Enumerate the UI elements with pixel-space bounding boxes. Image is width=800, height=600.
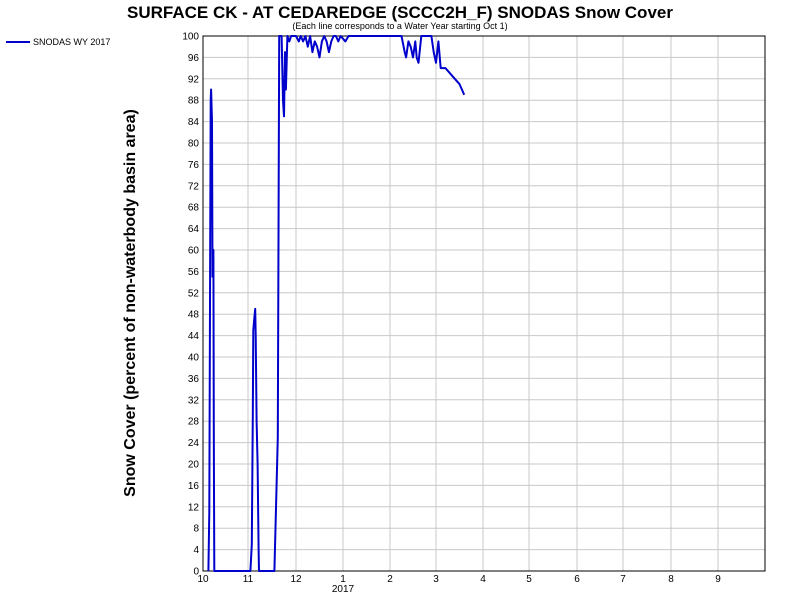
x-year-label: 2017	[332, 584, 355, 595]
x-tick-label: 9	[715, 574, 721, 585]
x-tick-label: 1	[340, 574, 346, 585]
y-tick-label: 24	[188, 438, 200, 449]
y-tick-label: 84	[188, 117, 200, 128]
y-tick-label: 4	[193, 545, 199, 556]
chart-subtitle: (Each line corresponds to a Water Year s…	[292, 21, 507, 31]
y-tick-label: 16	[188, 481, 200, 492]
y-tick-label: 56	[188, 267, 200, 278]
x-tick-label: 2	[387, 574, 393, 585]
x-tick-label: 4	[480, 574, 486, 585]
y-tick-label: 36	[188, 374, 200, 385]
y-tick-label: 100	[182, 32, 199, 43]
y-axis-label: Snow Cover (percent of non-waterbody bas…	[122, 109, 139, 497]
y-tick-label: 20	[188, 460, 200, 471]
x-tick-label: 12	[290, 574, 302, 585]
x-tick-labels: 10 11 12 1 2 3 4 5 6 7 8 9	[197, 574, 721, 585]
y-tick-label: 12	[188, 502, 200, 513]
x-tick-label: 8	[668, 574, 674, 585]
grid	[203, 35, 765, 572]
x-tick-label: 3	[433, 574, 439, 585]
y-tick-label: 76	[188, 160, 200, 171]
y-tick-label: 72	[188, 181, 200, 192]
y-tick-label: 68	[188, 203, 200, 214]
y-tick-labels: 0481216202428323640444852566064687276808…	[182, 32, 199, 578]
x-tick-label: 5	[526, 574, 532, 585]
legend-label: SNODAS WY 2017	[33, 37, 110, 47]
y-tick-label: 80	[188, 139, 200, 150]
y-tick-label: 92	[188, 74, 200, 85]
x-tick-label: 7	[620, 574, 626, 585]
y-tick-label: 48	[188, 310, 200, 321]
plot-frame	[202, 35, 766, 572]
x-tick-label: 10	[197, 574, 209, 585]
y-tick-label: 32	[188, 395, 200, 406]
y-tick-label: 52	[188, 288, 200, 299]
y-tick-label: 28	[188, 417, 200, 428]
legend: SNODAS WY 2017	[6, 37, 110, 47]
x-tick-label: 6	[574, 574, 580, 585]
y-tick-label: 0	[193, 567, 199, 578]
chart-title: SURFACE CK - AT CEDAREDGE (SCCC2H_F) SNO…	[127, 3, 673, 22]
x-tick-label: 11	[243, 574, 254, 585]
y-tick-label: 88	[188, 96, 200, 107]
y-tick-label: 8	[193, 524, 199, 535]
y-tick-label: 44	[188, 331, 200, 342]
y-tick-label: 40	[188, 353, 200, 364]
y-tick-label: 64	[188, 224, 200, 235]
y-tick-label: 60	[188, 246, 200, 257]
y-tick-label: 96	[188, 53, 200, 64]
series-line-wy2017	[207, 35, 466, 572]
series-layer	[207, 35, 466, 572]
